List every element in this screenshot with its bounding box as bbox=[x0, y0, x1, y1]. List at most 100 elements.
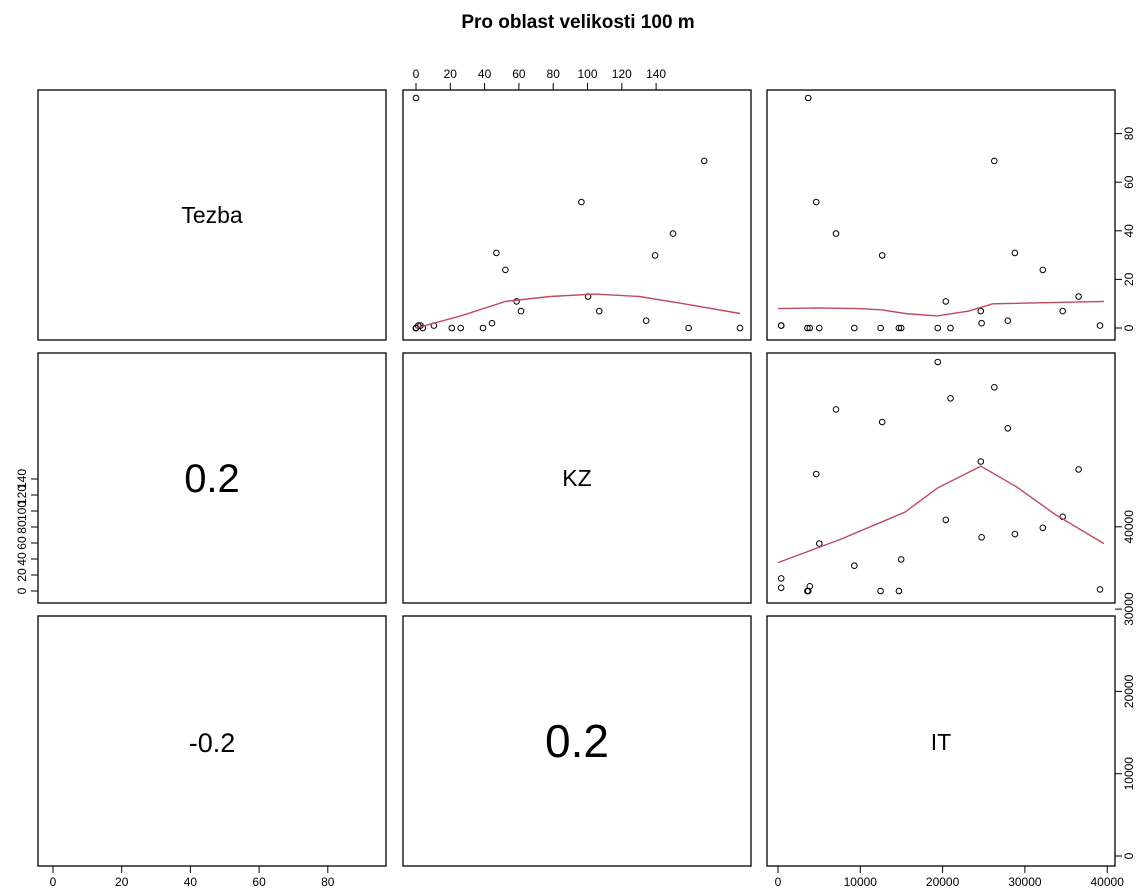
left-axis-row2-label-80: 80 bbox=[15, 520, 29, 534]
point-kz-vs-it-8 bbox=[978, 534, 985, 541]
bottom-axis-col3-label-20000: 20000 bbox=[926, 875, 960, 889]
variable-label-kz: KZ bbox=[562, 465, 591, 491]
point-tezba-vs-kz-15 bbox=[595, 307, 603, 315]
panel-corr-tezba-it bbox=[37, 615, 387, 867]
panel-it-label bbox=[766, 615, 1116, 867]
panel-corr-kz-it bbox=[402, 615, 752, 867]
point-tezba-vs-it-8 bbox=[978, 319, 985, 327]
point-tezba-vs-kz-13 bbox=[578, 198, 585, 206]
bottom-axis-col3-label-10000: 10000 bbox=[844, 875, 878, 889]
point-tezba-vs-it-1 bbox=[804, 324, 811, 332]
point-kz-vs-it-23 bbox=[877, 587, 884, 595]
point-tezba-vs-it-14 bbox=[1075, 293, 1082, 300]
right-axis-row1-label-0: 0 bbox=[1122, 324, 1136, 331]
variable-label-tezba: Tezba bbox=[181, 202, 243, 228]
panel-kz-label bbox=[402, 352, 752, 604]
top-axis-label-120: 120 bbox=[612, 67, 632, 81]
top-axis-label-40: 40 bbox=[478, 67, 492, 81]
point-tezba-vs-it-6 bbox=[897, 324, 905, 332]
point-kz-vs-it-14 bbox=[1075, 466, 1082, 473]
point-kz-vs-it-7 bbox=[816, 540, 823, 547]
right-axis-row3-label-30000: 30000 bbox=[1122, 592, 1136, 626]
bottom-axis-col1-label-20: 20 bbox=[115, 875, 129, 889]
bottom-axis-col1-label-40: 40 bbox=[184, 875, 198, 889]
smoother-line-tezba-vs-kz bbox=[415, 293, 741, 329]
panel-tezba-label bbox=[37, 89, 387, 341]
point-tezba-vs-kz-24 bbox=[414, 322, 422, 329]
point-kz-vs-it-3 bbox=[806, 583, 814, 590]
point-kz-vs-it-16 bbox=[1004, 425, 1012, 432]
correlation-tezba-it: -0.2 bbox=[189, 728, 236, 758]
panel-tezba-vs-it bbox=[766, 89, 1116, 341]
point-tezba-vs-it-24 bbox=[1096, 322, 1104, 329]
right-axis-row3-label-10000: 10000 bbox=[1122, 757, 1136, 791]
axes-layer: 0 20 40 60 80 100 120 1400204060800204060801001… bbox=[15, 67, 1136, 889]
point-tezba-vs-it-9 bbox=[1011, 249, 1019, 257]
point-tezba-vs-kz-5 bbox=[448, 324, 456, 332]
left-axis-row2-label-120: 120 bbox=[15, 485, 29, 505]
right-axis-row3-label-20000: 20000 bbox=[1122, 674, 1136, 708]
point-kz-vs-it-20 bbox=[991, 384, 998, 391]
top-axis-label-60: 60 bbox=[512, 67, 526, 81]
point-kz-vs-it-18 bbox=[832, 406, 840, 413]
point-tezba-vs-it-21 bbox=[934, 324, 942, 332]
bottom-axis-col1-label-0: 0 bbox=[50, 875, 57, 889]
point-tezba-vs-it-3 bbox=[806, 324, 814, 332]
right-axis-row1-label-60: 60 bbox=[1122, 175, 1136, 189]
bottom-axis-col3-label-0: 0 bbox=[775, 875, 782, 889]
point-kz-vs-it-21 bbox=[934, 358, 942, 366]
left-axis-row2-label-100: 100 bbox=[15, 501, 29, 521]
right-axis-row1-label-20: 20 bbox=[1122, 272, 1136, 286]
left-axis-row2-label-60: 60 bbox=[15, 536, 29, 550]
point-tezba-vs-it-18 bbox=[832, 230, 840, 237]
point-tezba-vs-kz-18 bbox=[669, 230, 677, 237]
point-kz-vs-it-4 bbox=[777, 575, 785, 582]
right-axis-row3-label-0: 0 bbox=[1122, 852, 1136, 859]
point-tezba-vs-it-20 bbox=[991, 157, 998, 165]
panel-kz-vs-it bbox=[766, 352, 1116, 604]
point-tezba-vs-it-4 bbox=[777, 322, 785, 329]
point-tezba-vs-kz-20 bbox=[700, 157, 708, 165]
point-tezba-vs-it-19 bbox=[947, 324, 954, 332]
point-tezba-vs-it-10 bbox=[1039, 266, 1047, 274]
top-axis-label-80: 80 bbox=[547, 67, 561, 81]
point-kz-vs-it-24 bbox=[1096, 586, 1104, 593]
point-tezba-vs-kz-7 bbox=[479, 324, 487, 332]
point-tezba-vs-it-17 bbox=[878, 252, 886, 259]
right-axis-row1-label-80: 80 bbox=[1122, 127, 1136, 141]
point-tezba-vs-it-7 bbox=[816, 324, 823, 332]
point-tezba-vs-kz-10 bbox=[502, 266, 509, 274]
top-axis-label-0: 0 bbox=[413, 67, 420, 81]
top-axis-label-140: 140 bbox=[646, 67, 666, 81]
left-axis-row2-label-0: 0 bbox=[15, 587, 29, 594]
point-tezba-vs-kz-0 bbox=[412, 94, 420, 102]
point-kz-vs-it-11 bbox=[942, 516, 950, 524]
point-tezba-vs-kz-19 bbox=[685, 324, 692, 332]
right-axis-row1-label-40: 40 bbox=[1122, 224, 1136, 238]
point-tezba-vs-it-13 bbox=[812, 198, 820, 206]
left-axis-row2-label-140: 140 bbox=[15, 469, 29, 489]
panel-tezba-vs-kz bbox=[402, 89, 752, 341]
point-tezba-vs-kz-6 bbox=[457, 324, 465, 332]
smoother-line-tezba-vs-it bbox=[777, 300, 1105, 317]
point-tezba-vs-kz-8 bbox=[488, 319, 496, 327]
point-kz-vs-it-10 bbox=[1039, 524, 1047, 532]
point-kz-vs-it-15 bbox=[977, 458, 985, 465]
point-tezba-vs-kz-9 bbox=[493, 249, 500, 257]
point-kz-vs-it-22 bbox=[895, 587, 903, 595]
point-tezba-vs-it-12 bbox=[1059, 307, 1066, 315]
marks-layer bbox=[412, 94, 1105, 595]
point-kz-vs-it-17 bbox=[878, 418, 886, 426]
point-tezba-vs-it-16 bbox=[1004, 317, 1012, 325]
smoother-line-kz-vs-it bbox=[777, 465, 1105, 564]
top-axis-label-100: 100 bbox=[577, 67, 597, 81]
variable-label-it: IT bbox=[931, 729, 951, 755]
point-kz-vs-it-13 bbox=[812, 470, 820, 478]
point-kz-vs-it-2 bbox=[777, 584, 785, 592]
left-axis-row2-label-20: 20 bbox=[15, 568, 29, 582]
point-tezba-vs-it-15 bbox=[977, 307, 985, 315]
point-tezba-vs-kz-21 bbox=[736, 324, 744, 332]
right-axis-row3-label-40000: 40000 bbox=[1122, 510, 1136, 544]
top-axis-label-20: 20 bbox=[444, 67, 458, 81]
